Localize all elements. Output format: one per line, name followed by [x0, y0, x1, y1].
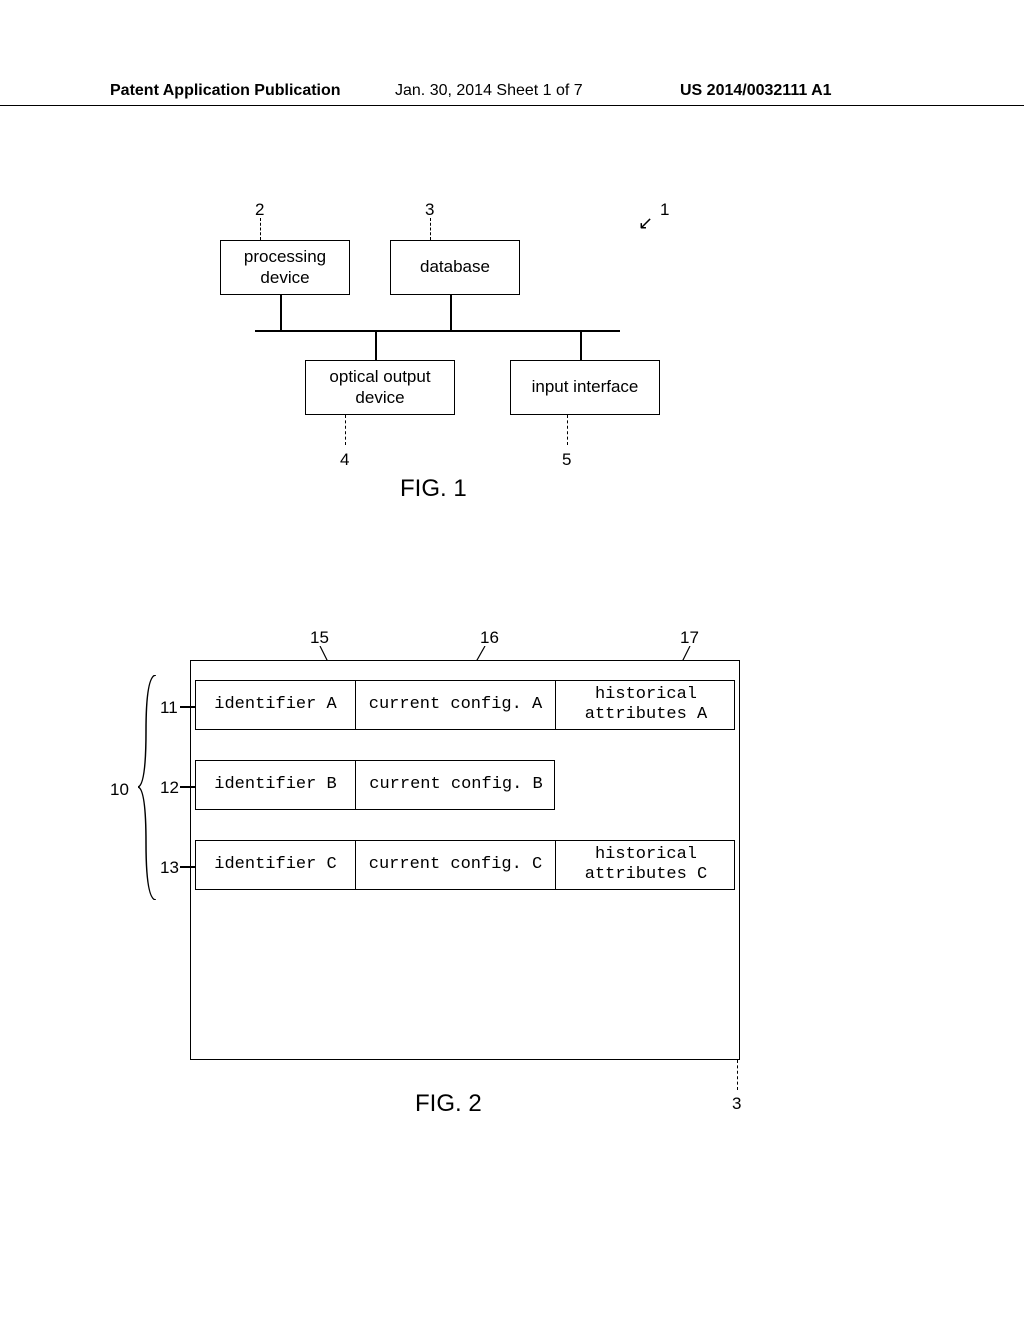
cell-a-id: identifier A: [196, 681, 356, 729]
tick-11: [180, 706, 195, 708]
header-center-text: Jan. 30, 2014 Sheet 1 of 7: [395, 82, 583, 100]
label-1: 1: [660, 200, 669, 220]
input-interface-box: input interface: [510, 360, 660, 415]
optical-output-box: optical output device: [305, 360, 455, 415]
page-header: Patent Application Publication Jan. 30, …: [0, 82, 1024, 106]
row-b: identifier B current config. B: [195, 760, 555, 810]
label-15: 15: [310, 628, 329, 648]
leader-4: [345, 415, 346, 445]
figure-1: 2 3 1 ↙ processing device database optic…: [0, 200, 1024, 520]
brace-10-icon: [138, 675, 158, 900]
database-box: database: [390, 240, 520, 295]
cell-b-id: identifier B: [196, 761, 356, 809]
leader-3b: [737, 1060, 738, 1090]
header-right-text: US 2014/0032111 A1: [680, 82, 832, 100]
bus-line: [255, 330, 620, 332]
leader-3: [430, 218, 431, 240]
label-13: 13: [160, 858, 179, 878]
cell-a-hist: historical attributes A: [556, 681, 736, 729]
rise-input: [580, 330, 582, 360]
cell-c-cfg: current config. C: [356, 841, 556, 889]
arrow-1-icon: ↙: [638, 213, 653, 234]
leader-2: [260, 218, 261, 240]
fig1-caption: FIG. 1: [400, 475, 467, 503]
cell-c-hist: historical attributes C: [556, 841, 736, 889]
cell-a-cfg: current config. A: [356, 681, 556, 729]
label-12: 12: [160, 778, 179, 798]
row-c: identifier C current config. C historica…: [195, 840, 735, 890]
row-a: identifier A current config. A historica…: [195, 680, 735, 730]
label-4: 4: [340, 450, 349, 470]
tick-12: [180, 786, 195, 788]
label-10: 10: [110, 780, 129, 800]
cell-b-cfg: current config. B: [356, 761, 556, 809]
label-16: 16: [480, 628, 499, 648]
label-3-fig2: 3: [732, 1094, 741, 1114]
label-5: 5: [562, 450, 571, 470]
leader-5: [567, 415, 568, 445]
label-11: 11: [160, 698, 178, 718]
fig2-caption: FIG. 2: [415, 1090, 482, 1118]
label-2: 2: [255, 200, 264, 220]
header-left-text: Patent Application Publication: [110, 82, 341, 100]
label-3: 3: [425, 200, 434, 220]
cell-c-id: identifier C: [196, 841, 356, 889]
label-17: 17: [680, 628, 699, 648]
tick-13: [180, 866, 195, 868]
processing-device-box: processing device: [220, 240, 350, 295]
figure-2: 15 16 17 identifier A current config. A …: [0, 620, 1024, 1120]
drop-db: [450, 295, 452, 330]
drop-proc: [280, 295, 282, 330]
rise-optical: [375, 330, 377, 360]
